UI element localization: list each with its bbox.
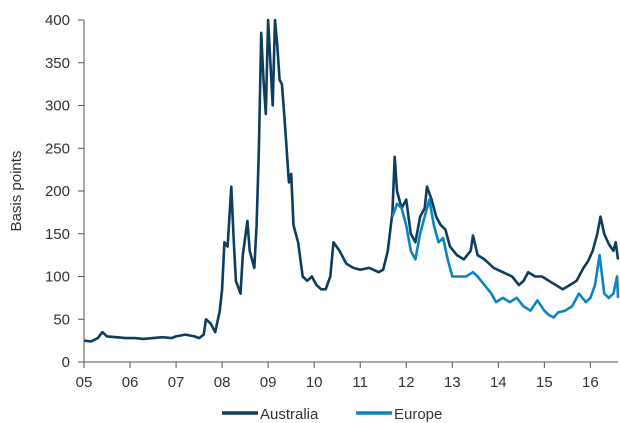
x-tick-label: 15 xyxy=(536,374,553,391)
y-tick-label: 350 xyxy=(45,55,70,72)
legend: Australia Europe xyxy=(222,406,442,423)
y-tick-label: 300 xyxy=(45,98,70,115)
legend-label-europe: Europe xyxy=(394,406,442,423)
y-axis: 0 50 100 150 200 250 300 350 400 xyxy=(45,12,85,371)
y-tick-label: 50 xyxy=(53,311,70,328)
y-tick-label: 250 xyxy=(45,140,70,157)
x-tick-label: 06 xyxy=(122,374,139,391)
y-tick-label: 100 xyxy=(45,269,70,286)
x-axis: 05 06 07 08 09 10 11 12 13 14 15 16 xyxy=(76,361,618,391)
y-tick-label: 150 xyxy=(45,226,70,243)
y-axis-title: Basis points xyxy=(8,151,25,232)
legend-label-australia: Australia xyxy=(260,406,319,423)
y-tick-label: 0 xyxy=(62,354,70,371)
y-tick-label: 200 xyxy=(45,183,70,200)
y-tick-label: 400 xyxy=(45,12,70,29)
x-tick-label: 05 xyxy=(76,374,93,391)
x-tick-label: 13 xyxy=(444,374,461,391)
x-tick-label: 11 xyxy=(352,374,368,391)
series-layer xyxy=(83,18,620,343)
x-tick-label: 08 xyxy=(214,374,231,391)
series-line-australia xyxy=(83,18,620,343)
x-tick-label: 14 xyxy=(490,374,507,391)
series-line-europe xyxy=(391,198,620,319)
x-tick-label: 10 xyxy=(306,374,323,391)
x-tick-label: 09 xyxy=(260,374,277,391)
x-tick-label: 07 xyxy=(168,374,185,391)
x-tick-label: 16 xyxy=(582,374,599,391)
x-tick-label: 12 xyxy=(398,374,415,391)
